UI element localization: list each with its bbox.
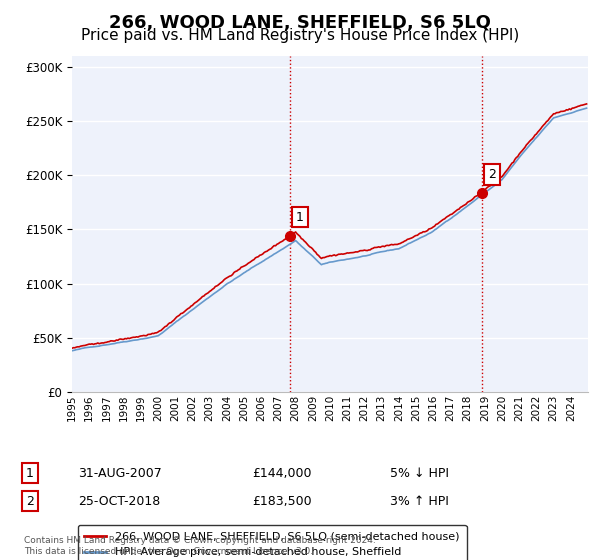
Text: £183,500: £183,500 [252, 494, 311, 508]
Text: 1: 1 [26, 466, 34, 480]
Text: 25-OCT-2018: 25-OCT-2018 [78, 494, 160, 508]
Legend: 266, WOOD LANE, SHEFFIELD, S6 5LQ (semi-detached house), HPI: Average price, sem: 266, WOOD LANE, SHEFFIELD, S6 5LQ (semi-… [77, 525, 467, 560]
Text: 3% ↑ HPI: 3% ↑ HPI [390, 494, 449, 508]
Text: Price paid vs. HM Land Registry's House Price Index (HPI): Price paid vs. HM Land Registry's House … [81, 28, 519, 43]
Text: 2: 2 [26, 494, 34, 508]
Text: 266, WOOD LANE, SHEFFIELD, S6 5LQ: 266, WOOD LANE, SHEFFIELD, S6 5LQ [109, 14, 491, 32]
Text: 5% ↓ HPI: 5% ↓ HPI [390, 466, 449, 480]
Text: £144,000: £144,000 [252, 466, 311, 480]
Text: 2: 2 [488, 168, 496, 181]
Text: Contains HM Land Registry data © Crown copyright and database right 2024.
This d: Contains HM Land Registry data © Crown c… [24, 536, 376, 556]
Text: 1: 1 [296, 211, 304, 224]
Text: 31-AUG-2007: 31-AUG-2007 [78, 466, 162, 480]
